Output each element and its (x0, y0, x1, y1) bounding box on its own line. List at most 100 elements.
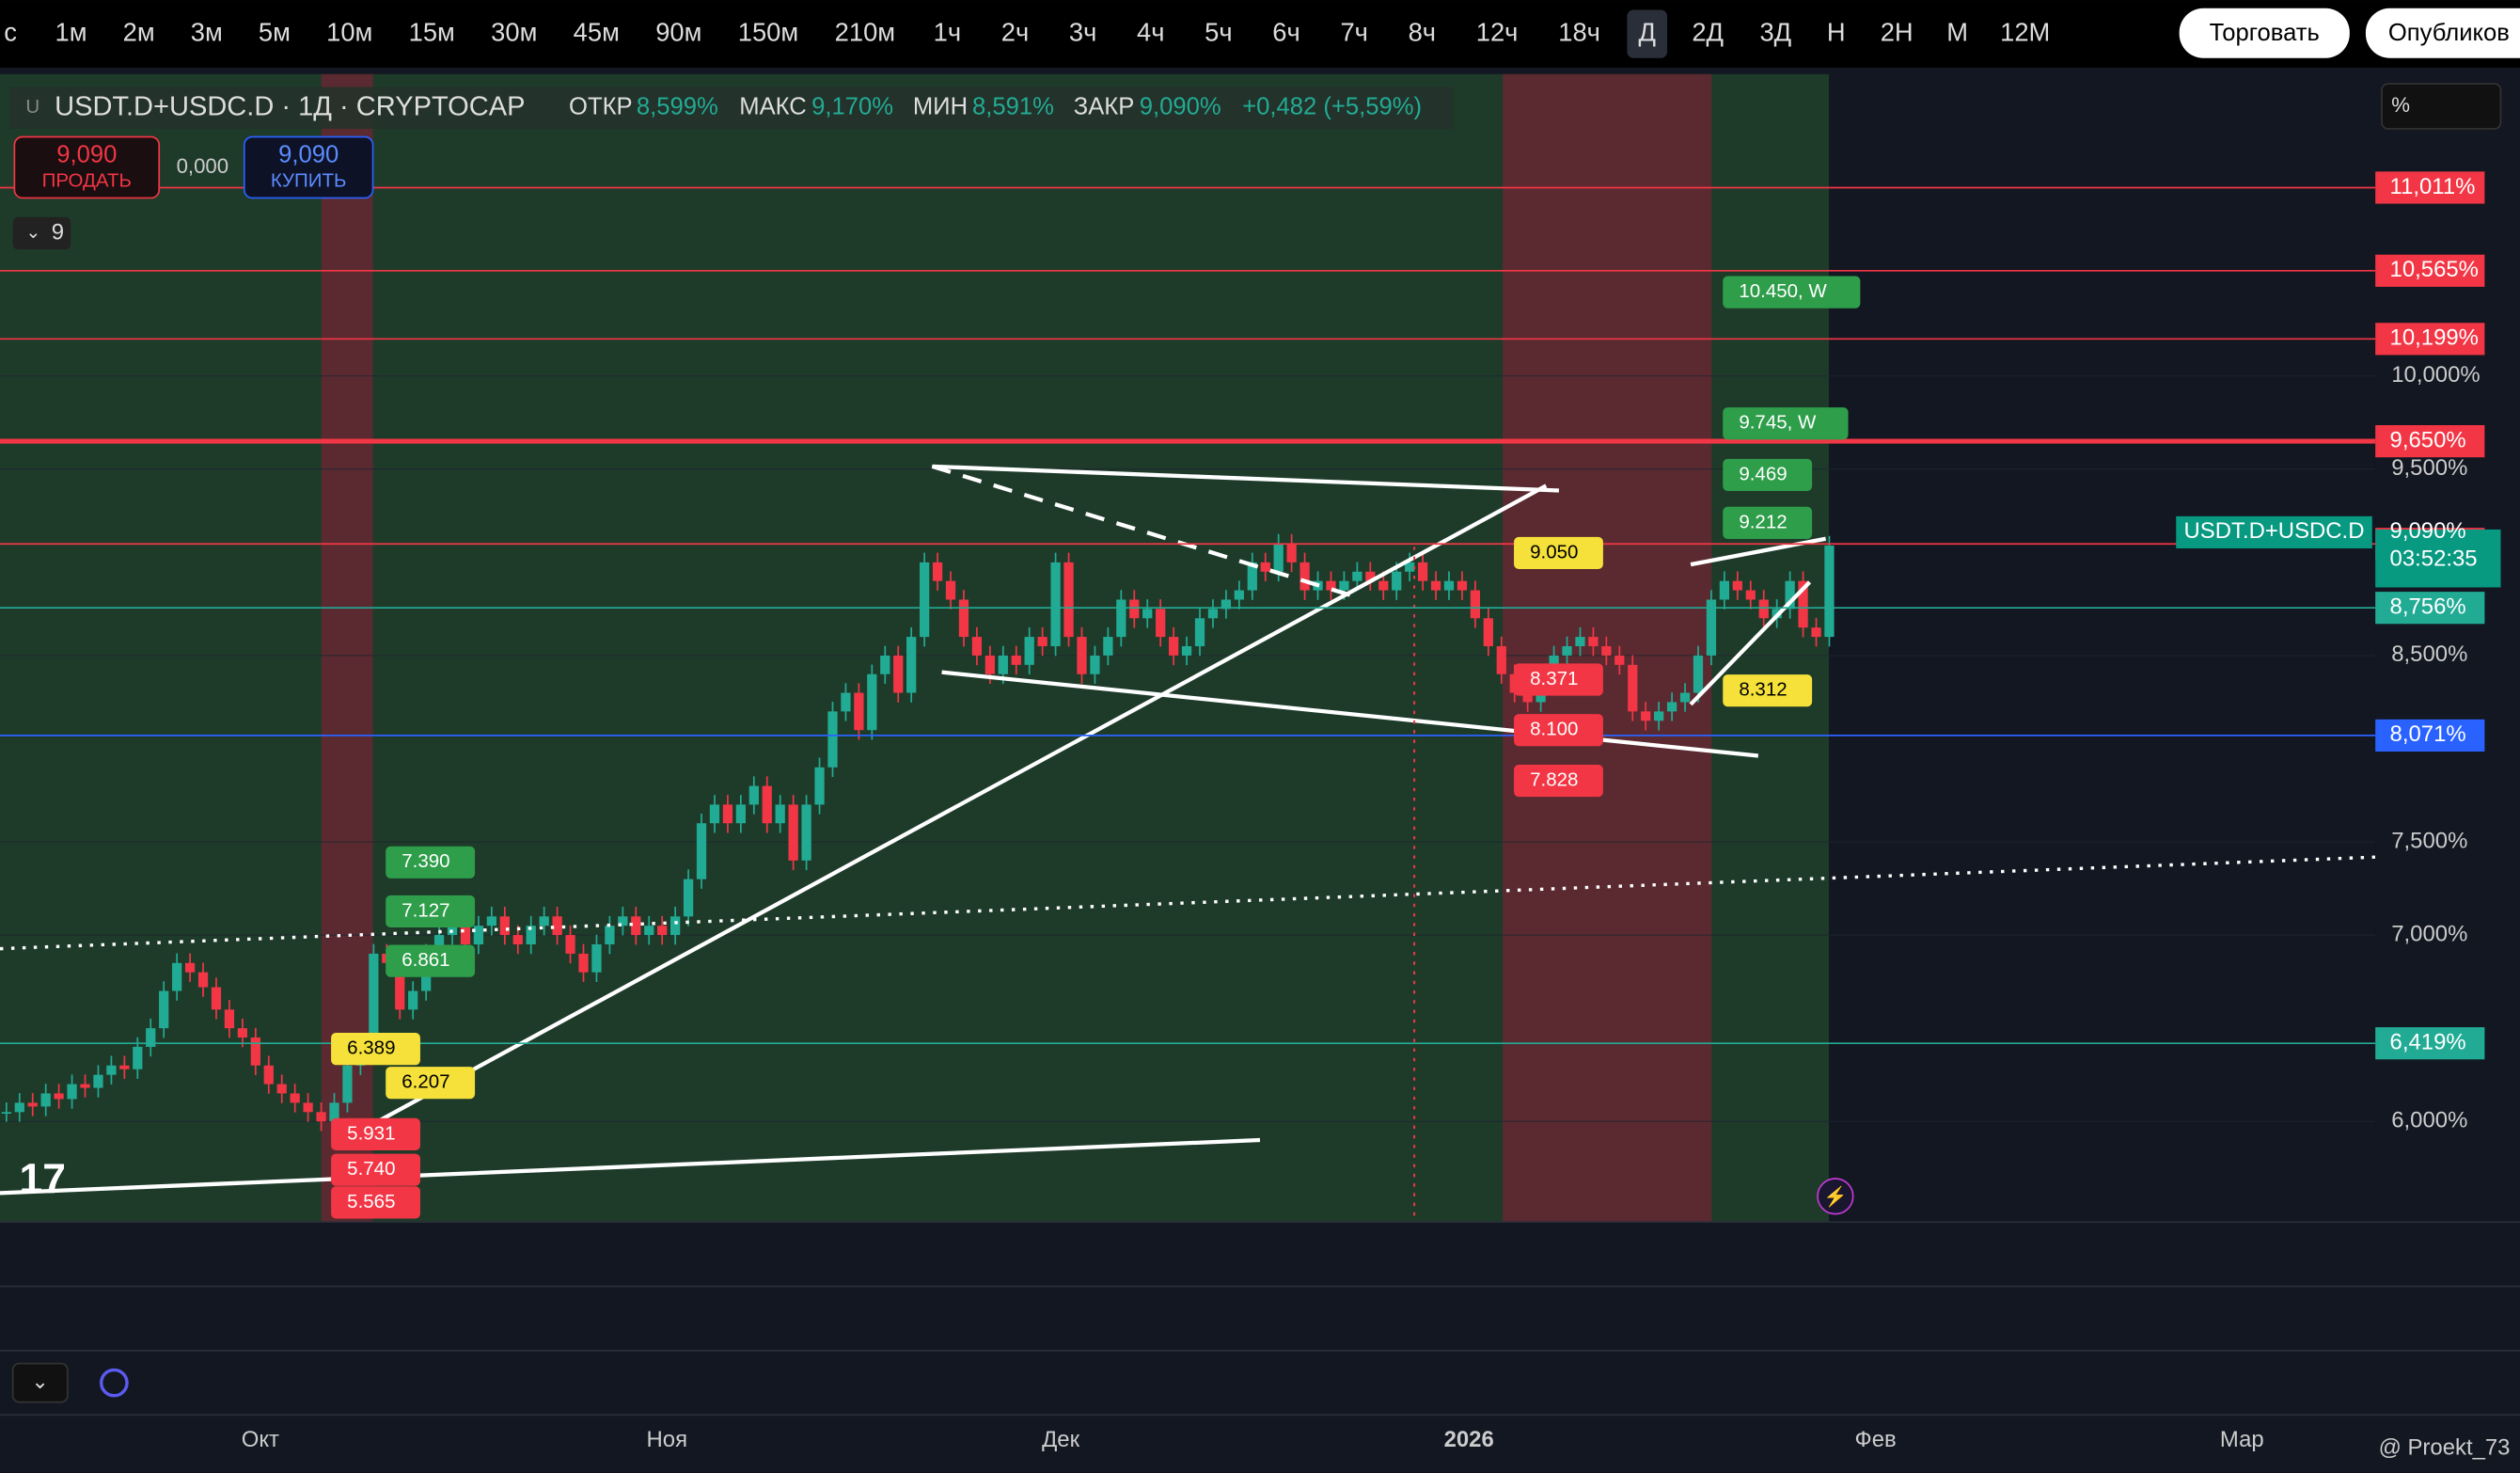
buy-price[interactable]: 9,090 (278, 142, 339, 168)
candle (27, 1102, 38, 1107)
sell-button[interactable] (13, 135, 161, 199)
price-tick-label: 6,000% (2391, 1108, 2467, 1133)
interval[interactable]: с (4, 17, 17, 46)
interval[interactable]: 12ч (1476, 17, 1519, 46)
candle (696, 823, 707, 879)
interval[interactable]: 5ч (1205, 17, 1232, 46)
interval[interactable]: 3ч (1069, 17, 1096, 46)
price-tag (386, 944, 476, 977)
price-tag-label: 8.100 (1530, 719, 1578, 740)
trade-button-label[interactable]: Торговать (2210, 20, 2320, 46)
candle (1457, 580, 1468, 591)
interval[interactable]: Н (1827, 17, 1846, 46)
candle (1562, 646, 1572, 656)
chevron: ⌄ (31, 1370, 49, 1393)
candle (1339, 580, 1349, 591)
alert-icon[interactable] (1817, 1178, 1854, 1215)
candle (1798, 580, 1808, 628)
last-price-box (2375, 529, 2501, 588)
candle (919, 562, 930, 638)
level-label: 8,071% (2390, 721, 2466, 747)
countdown: 03:52:35 (2390, 546, 2478, 571)
buy-label[interactable]: КУПИТЬ (271, 170, 347, 192)
price-tag (1723, 458, 1813, 492)
price-tag (331, 1117, 420, 1150)
interval[interactable]: 2Н (1881, 17, 1914, 46)
price-tag-label: 9.212 (1739, 511, 1787, 532)
level-box (2375, 323, 2485, 356)
interval[interactable]: 5м (259, 17, 291, 46)
ohlc-label: ОТКР (569, 93, 633, 119)
active-interval (1627, 9, 1668, 58)
candle (670, 916, 681, 936)
interval[interactable]: 90м (655, 17, 701, 46)
candle (67, 1084, 77, 1100)
price-tag-label: 8.312 (1739, 679, 1787, 701)
interval[interactable]: 4ч (1137, 17, 1164, 46)
candle (1378, 580, 1389, 591)
candle (1077, 637, 1087, 674)
publish-button[interactable] (2365, 8, 2520, 58)
indicators-toggle[interactable] (12, 216, 71, 250)
interval[interactable]: 7ч (1340, 17, 1367, 46)
tags: 10.450, W 9.745, W 9.469 9.212 7.390 7.127 6.8… (331, 276, 1861, 1219)
interval[interactable]: Д (1638, 17, 1656, 46)
trend-line (1689, 580, 1812, 706)
interval[interactable]: М (1946, 17, 1968, 46)
trade-button[interactable] (2179, 8, 2350, 58)
sell-label[interactable]: ПРОДАТЬ (42, 170, 132, 192)
price-tag (386, 895, 476, 928)
candle (1483, 618, 1493, 647)
ohlc-value: 8,591% (972, 93, 1054, 119)
price-tag-label: 7.828 (1530, 768, 1578, 790)
price-tick-label: 7,000% (2391, 921, 2467, 946)
interval[interactable]: 45м (574, 17, 620, 46)
interval[interactable]: 2Д (1692, 17, 1724, 46)
interval[interactable]: 30м (491, 17, 537, 46)
interval[interactable]: 1м (55, 17, 87, 46)
interval[interactable]: 10м (326, 17, 372, 46)
level-label: 9,650% (2390, 427, 2466, 452)
price-tag (331, 1153, 420, 1186)
interval[interactable]: 6ч (1272, 17, 1299, 46)
candle (1405, 562, 1415, 572)
interval[interactable]: 12М (2000, 17, 2050, 46)
candle (526, 926, 536, 944)
price-tag (331, 1186, 420, 1219)
interval[interactable]: 210м (835, 17, 895, 46)
interval[interactable]: 150м (738, 17, 798, 46)
axis-labels: 10,000% 9,500% 8,500% 7,500% 7,000% 6,000% (2391, 362, 2480, 1132)
interval[interactable]: 2м (123, 17, 155, 46)
collapse-button[interactable] (11, 1362, 69, 1403)
candle (854, 692, 864, 731)
buy-button[interactable] (243, 135, 374, 199)
candle (788, 804, 798, 861)
price-tag-label: 5.740 (347, 1158, 395, 1180)
trend-line (931, 464, 1351, 597)
price-tag-label: 6.207 (402, 1071, 449, 1093)
candle (1221, 599, 1232, 610)
interval[interactable]: 8ч (1409, 17, 1436, 46)
legend-bar (9, 87, 1454, 129)
publish-button-label[interactable]: Опубликов (2388, 20, 2510, 46)
candle (1811, 627, 1821, 638)
last-price-symbol: USDT.D+USDC.D (2184, 518, 2365, 544)
interval[interactable]: 3м (191, 17, 223, 46)
interval[interactable]: 15м (409, 17, 455, 46)
candle (1063, 562, 1074, 638)
candle (1129, 599, 1140, 619)
indicator-count[interactable]: 9 (52, 219, 64, 245)
sync-icon[interactable] (99, 1368, 129, 1398)
interval[interactable]: 18ч (1558, 17, 1600, 46)
interval[interactable]: 2ч (1001, 17, 1029, 46)
ohlc-label: МИН (913, 93, 968, 119)
price-tag-label: 5.565 (347, 1191, 395, 1212)
unit-box[interactable] (2381, 83, 2502, 130)
interval[interactable]: 3Д (1759, 17, 1791, 46)
price-tag (386, 1067, 476, 1100)
sell-price[interactable]: 9,090 (56, 142, 117, 168)
interval[interactable]: 1ч (934, 17, 961, 46)
candle (80, 1084, 90, 1088)
candle (1745, 590, 1756, 600)
